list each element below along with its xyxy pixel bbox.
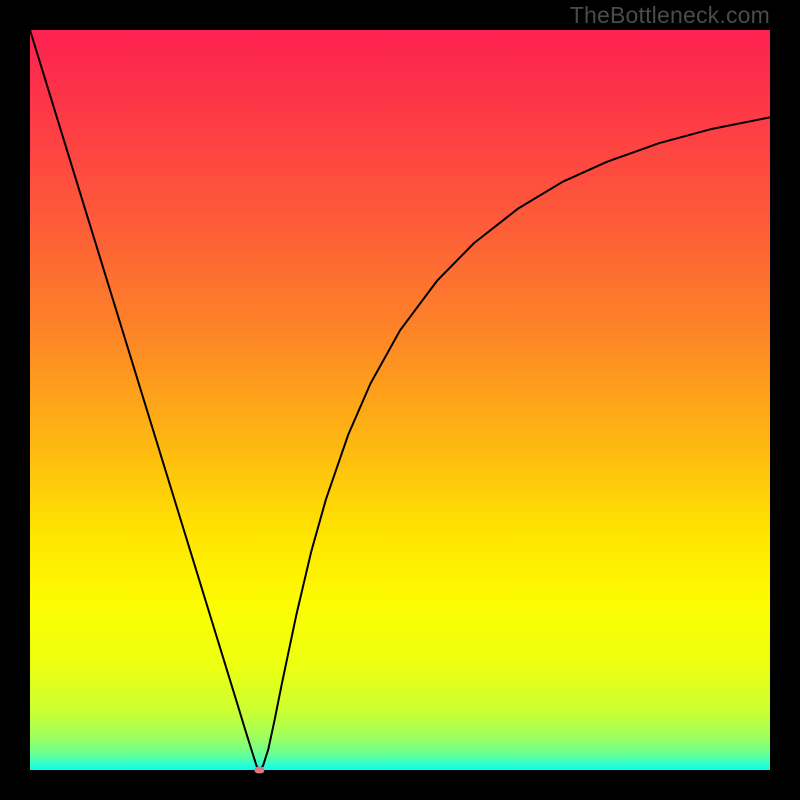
chart-stage: TheBottleneck.com <box>0 0 800 800</box>
plot-frame <box>30 30 770 770</box>
watermark-text: TheBottleneck.com <box>570 2 770 29</box>
bottleneck-curve <box>30 30 770 770</box>
minimum-marker <box>254 767 264 774</box>
curve-layer <box>30 30 770 770</box>
